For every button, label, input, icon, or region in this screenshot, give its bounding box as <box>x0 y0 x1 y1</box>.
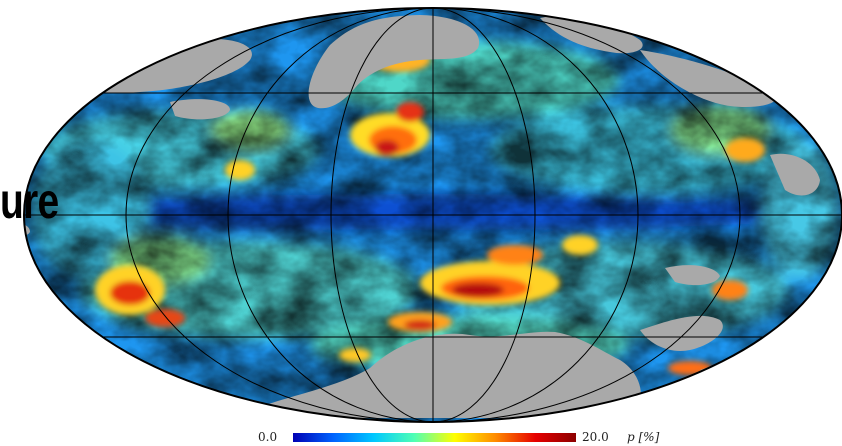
map-outline <box>23 7 842 423</box>
colorbar-max-label: 20.0 <box>582 430 609 444</box>
colorbar: 0.0 20.0 p [%] <box>0 428 842 446</box>
graticule <box>24 8 842 422</box>
colorbar-min-label: 0.0 <box>258 430 278 444</box>
overlay-heading: ure <box>0 173 59 229</box>
sky-map <box>23 7 842 423</box>
sky-map-content <box>24 8 842 422</box>
colorbar-gradient <box>293 433 576 442</box>
colorbar-quantity-label: p [%] <box>627 430 660 444</box>
